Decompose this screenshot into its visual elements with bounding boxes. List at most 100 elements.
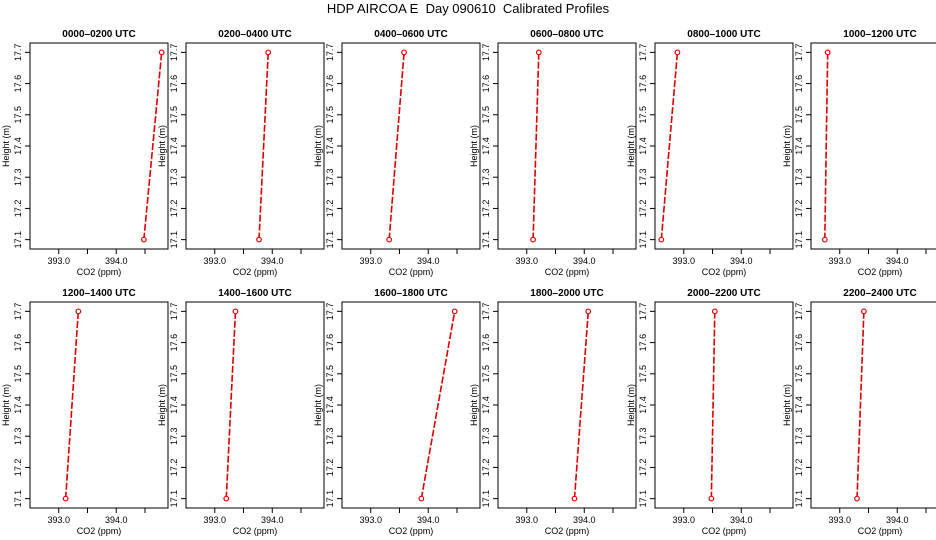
data-point bbox=[821, 236, 828, 243]
y-tick-label: 17.7 bbox=[481, 44, 491, 62]
x-axis-label: CO2 (ppm) bbox=[702, 267, 747, 277]
y-axis-label: Height (m) bbox=[313, 125, 323, 167]
y-tick-label: 17.5 bbox=[325, 106, 335, 124]
data-point bbox=[674, 49, 681, 56]
x-axis-label: CO2 (ppm) bbox=[858, 526, 903, 536]
y-tick-label: 17.1 bbox=[638, 490, 648, 508]
y-tick-label: 17.2 bbox=[794, 200, 804, 218]
x-tick-label: 394.0 bbox=[261, 515, 284, 525]
y-axis-label: Height (m) bbox=[157, 125, 167, 167]
x-tick-label: 393.0 bbox=[47, 515, 70, 525]
y-tick-label: 17.3 bbox=[13, 168, 23, 186]
y-tick-label: 17.2 bbox=[325, 459, 335, 477]
y-tick-label: 17.6 bbox=[638, 75, 648, 93]
y-axis-label: Height (m) bbox=[1, 125, 11, 167]
x-axis-label: CO2 (ppm) bbox=[389, 526, 434, 536]
x-tick-label: 394.0 bbox=[261, 256, 284, 266]
x-tick-label: 394.0 bbox=[886, 515, 909, 525]
series-line bbox=[258, 52, 270, 240]
x-tick-label: 393.0 bbox=[828, 256, 851, 266]
x-axis-label: CO2 (ppm) bbox=[545, 526, 590, 536]
y-tick-label: 17.7 bbox=[638, 44, 648, 62]
y-tick-label: 17.2 bbox=[169, 200, 179, 218]
y-tick-label: 17.5 bbox=[169, 365, 179, 383]
x-tick-label: 393.0 bbox=[515, 256, 538, 266]
data-point bbox=[418, 495, 425, 502]
y-tick-label: 17.2 bbox=[638, 200, 648, 218]
x-tick-label: 394.0 bbox=[105, 515, 128, 525]
series-line bbox=[824, 52, 829, 240]
x-tick-label: 394.0 bbox=[105, 256, 128, 266]
y-tick-label: 17.6 bbox=[794, 334, 804, 352]
series-line bbox=[856, 311, 865, 499]
data-point bbox=[824, 49, 831, 56]
y-tick-label: 17.5 bbox=[325, 365, 335, 383]
plot-frame bbox=[810, 42, 936, 250]
data-point bbox=[265, 49, 272, 56]
y-tick-label: 17.7 bbox=[638, 303, 648, 321]
data-point bbox=[530, 236, 536, 243]
y-tick-label: 17.3 bbox=[325, 427, 335, 445]
data-point bbox=[571, 495, 578, 502]
x-tick-label: 394.0 bbox=[886, 256, 909, 266]
y-tick-label: 17.4 bbox=[794, 137, 804, 155]
data-point bbox=[232, 308, 239, 315]
y-tick-label: 17.1 bbox=[481, 490, 491, 508]
y-tick-label: 17.1 bbox=[481, 231, 491, 249]
plot-frame bbox=[29, 42, 169, 250]
plot-frame bbox=[497, 42, 637, 250]
series-line bbox=[710, 311, 716, 499]
y-axis-label: Height (m) bbox=[782, 384, 792, 426]
panel-title: 0600–0800 UTC bbox=[530, 29, 603, 40]
page-title: HDP AIRCOA E Day 090610 Calibrated Profi… bbox=[326, 1, 610, 16]
plot-frame bbox=[810, 301, 936, 509]
y-tick-label: 17.6 bbox=[169, 75, 179, 93]
y-tick-label: 17.1 bbox=[638, 231, 648, 249]
y-tick-label: 17.2 bbox=[13, 459, 23, 477]
y-tick-label: 17.5 bbox=[169, 106, 179, 124]
y-tick-label: 17.5 bbox=[13, 106, 23, 124]
y-tick-label: 17.7 bbox=[13, 44, 23, 62]
series-line bbox=[420, 311, 456, 499]
data-point bbox=[585, 308, 592, 315]
series-line bbox=[660, 52, 679, 240]
y-tick-label: 17.4 bbox=[169, 137, 179, 155]
y-tick-label: 17.3 bbox=[325, 168, 335, 186]
x-axis-label: CO2 (ppm) bbox=[389, 267, 434, 277]
y-tick-label: 17.4 bbox=[325, 137, 335, 155]
y-axis-label: Height (m) bbox=[469, 125, 479, 167]
x-tick-label: 393.0 bbox=[203, 256, 226, 266]
y-tick-label: 17.2 bbox=[325, 200, 335, 218]
y-tick-label: 17.1 bbox=[169, 490, 179, 508]
y-tick-label: 17.5 bbox=[794, 106, 804, 124]
y-axis-label: Height (m) bbox=[626, 125, 636, 167]
y-tick-label: 17.6 bbox=[13, 334, 23, 352]
x-tick-label: 393.0 bbox=[359, 256, 382, 266]
y-tick-label: 17.2 bbox=[638, 459, 648, 477]
y-tick-label: 17.7 bbox=[169, 44, 179, 62]
y-tick-label: 17.4 bbox=[481, 137, 491, 155]
y-tick-label: 17.3 bbox=[638, 427, 648, 445]
plot-frame bbox=[29, 301, 169, 509]
y-tick-label: 17.4 bbox=[13, 137, 23, 155]
plot-frame bbox=[654, 301, 794, 509]
y-tick-label: 17.3 bbox=[794, 168, 804, 186]
x-tick-label: 394.0 bbox=[417, 515, 440, 525]
data-point bbox=[854, 495, 860, 502]
y-tick-label: 17.6 bbox=[13, 75, 23, 93]
y-tick-label: 17.7 bbox=[13, 303, 23, 321]
y-tick-label: 17.5 bbox=[638, 106, 648, 124]
y-tick-label: 17.6 bbox=[325, 334, 335, 352]
series-line bbox=[573, 311, 590, 499]
panel-title: 1400–1600 UTC bbox=[218, 288, 291, 299]
y-tick-label: 17.1 bbox=[13, 490, 23, 508]
data-point bbox=[535, 49, 542, 56]
y-tick-label: 17.1 bbox=[794, 231, 804, 249]
x-tick-label: 394.0 bbox=[417, 256, 440, 266]
y-tick-label: 17.2 bbox=[794, 459, 804, 477]
